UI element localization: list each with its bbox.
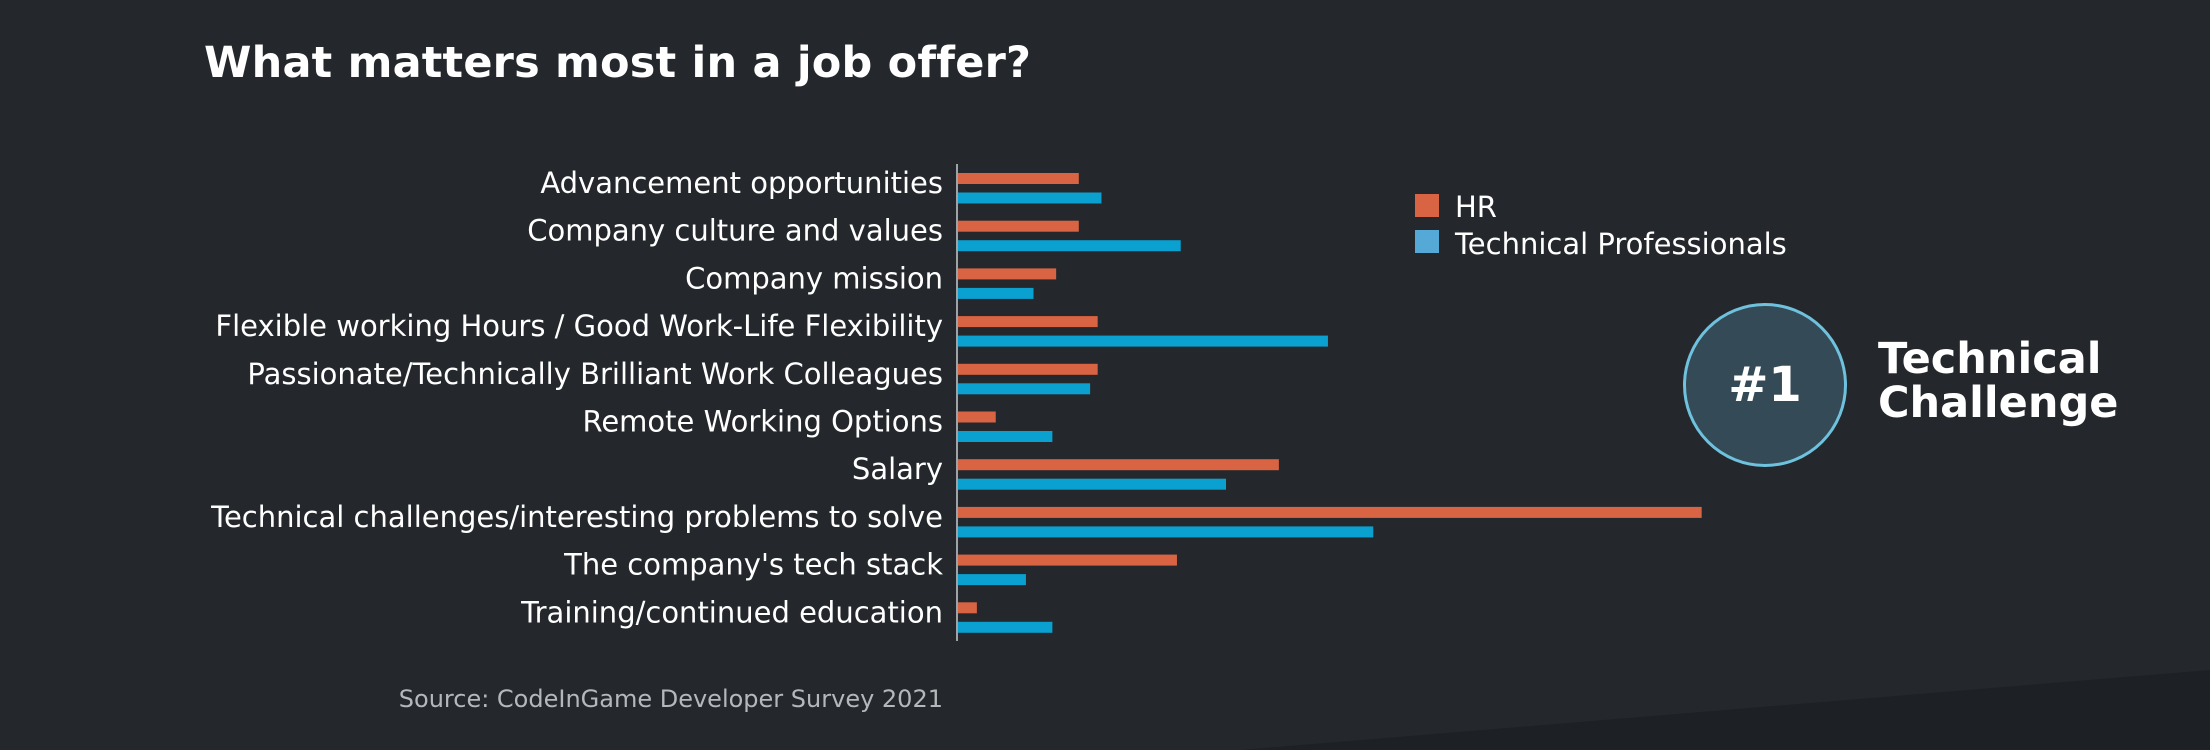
rank-badge-caption: Technical Challenge	[1878, 334, 2119, 428]
category-label: Advancement opportunities	[540, 166, 943, 200]
category-label: Training/continued education	[520, 595, 943, 629]
legend-label-technical-professionals: Technical Professionals	[1454, 227, 1787, 261]
page-title: What matters most in a job offer?	[204, 38, 1032, 88]
category-label: Company mission	[685, 261, 943, 295]
bar-hr	[958, 506, 1702, 518]
bars	[958, 173, 1702, 633]
bar-hr	[958, 173, 1079, 184]
bar-technical-professionals	[958, 335, 1328, 347]
bar-hr	[958, 602, 977, 614]
bar-technical-professionals	[958, 478, 1227, 490]
category-label: Company culture and values	[527, 214, 943, 248]
source-note: Source: CodeInGame Developer Survey 2021	[398, 685, 943, 713]
rank-badge: #1	[1683, 303, 1847, 467]
category-label: Technical challenges/interesting problem…	[210, 500, 943, 534]
bar-technical-professionals	[958, 240, 1181, 252]
bar-hr	[958, 363, 1098, 375]
bar-technical-professionals	[958, 621, 1053, 633]
category-label: Salary	[852, 452, 943, 486]
legend-label-hr: HR	[1455, 190, 1497, 224]
bar-technical-professionals	[958, 574, 1026, 586]
bar-technical-professionals	[958, 526, 1374, 538]
bar-hr	[958, 411, 996, 423]
bar-technical-professionals	[958, 383, 1091, 395]
bar-hr	[958, 459, 1279, 471]
legend-swatch-technical-professionals	[1415, 230, 1439, 253]
legend-swatch-hr	[1415, 194, 1439, 217]
category-label: The company's tech stack	[563, 548, 943, 582]
bar-hr	[958, 316, 1098, 328]
category-label: Flexible working Hours / Good Work-Life …	[215, 309, 943, 343]
bar-technical-professionals	[958, 192, 1102, 204]
category-labels: Advancement opportunities Company culture…	[210, 166, 943, 629]
bar-hr	[958, 268, 1057, 280]
bar-technical-professionals	[958, 287, 1034, 299]
category-label: Passionate/Technically Brilliant Work Co…	[247, 357, 943, 391]
bar-hr	[958, 220, 1079, 232]
rank-badge-number: #1	[1728, 357, 1802, 413]
legend: HR Technical Professionals	[1415, 190, 1787, 261]
category-label: Remote Working Options	[582, 405, 943, 439]
bar-technical-professionals	[958, 431, 1053, 442]
bar-hr	[958, 554, 1177, 566]
